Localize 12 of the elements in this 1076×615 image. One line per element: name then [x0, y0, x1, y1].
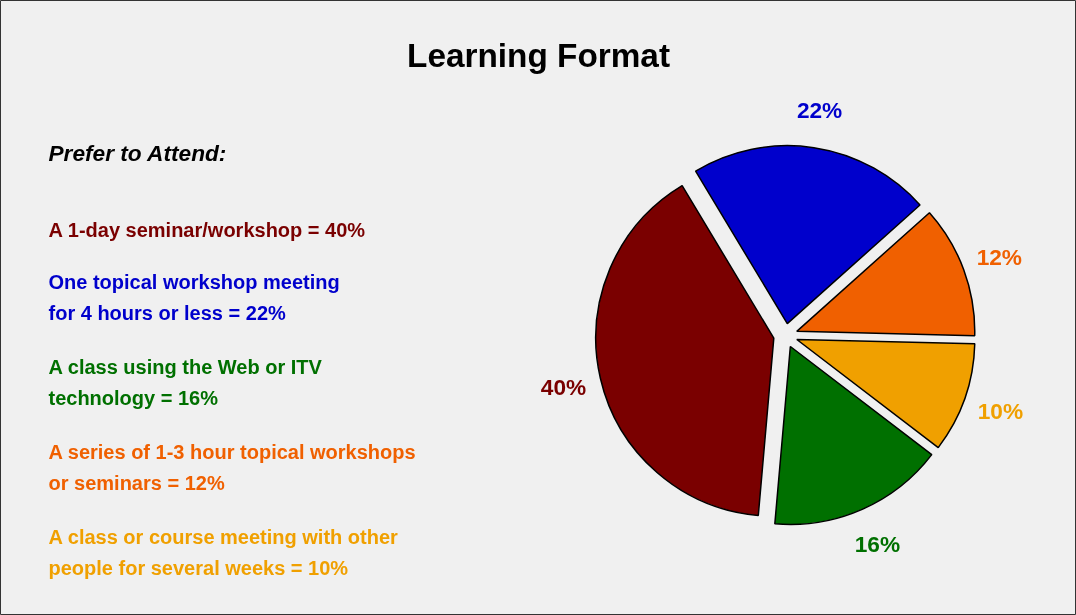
text: One topical workshop meeting for 4 hours or less = 22%	[48, 270, 340, 325]
text: A series of 1-3 hour topical workshops or seminars = 12%	[48, 440, 416, 495]
text: A 1-day seminar/workshop = 40%	[48, 218, 366, 241]
data-label: 16%	[854, 530, 901, 557]
text: A class using the Web or ITV technology = 16%	[48, 355, 323, 410]
chart-title: Learning Format	[407, 37, 670, 74]
data-label: 12%	[976, 243, 1023, 270]
data-label: 22%	[796, 97, 843, 124]
text: Prefer to Attend:	[48, 139, 227, 166]
data-label: 40%	[540, 373, 587, 400]
text: A class or course meeting with other people for several weeks = 10%	[48, 525, 399, 580]
data-label: 10%	[977, 398, 1024, 425]
